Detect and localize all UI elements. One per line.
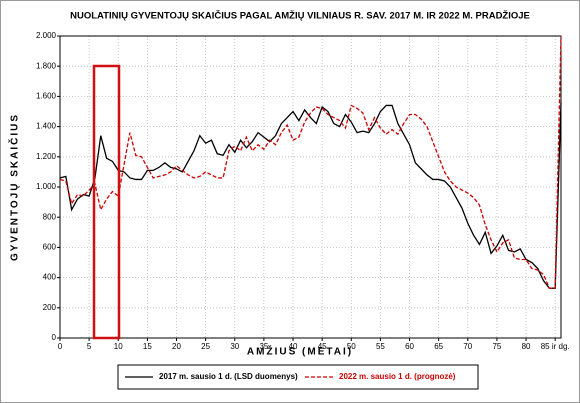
y-tick-label: 200 — [43, 303, 57, 312]
y-tick-label: 2.000 — [36, 31, 57, 40]
x-tick-label: 80 — [522, 342, 531, 351]
y-tick-label: 1.400 — [36, 122, 57, 131]
x-tick-label: 45 — [318, 342, 327, 351]
plot: 02004006008001.0001.2001.4001.6001.8002.… — [36, 31, 570, 351]
y-tick-label: 1.200 — [36, 152, 57, 161]
x-tick-label: 10 — [114, 342, 123, 351]
x-tick-label: 40 — [289, 342, 298, 351]
x-tick-label: 85 ir dg. — [541, 342, 570, 351]
x-axis-label: AMŽIUS (METAI) — [247, 345, 353, 358]
x-tick-label: 50 — [347, 342, 356, 351]
y-tick-label: 1.800 — [36, 61, 57, 70]
x-tick-label: 5 — [87, 342, 92, 351]
legend-items: 2017 m. sausio 1 d. (LSD duomenys) 2022 m… — [125, 372, 456, 381]
y-tick-label: 400 — [43, 273, 57, 282]
x-tick-label: 25 — [201, 342, 210, 351]
x-tick-label: 20 — [172, 342, 181, 351]
x-tick-label: 70 — [463, 342, 472, 351]
x-tick-label: 65 — [434, 342, 443, 351]
x-tick-label: 15 — [143, 342, 152, 351]
legend — [117, 364, 479, 390]
x-tick-label: 0 — [58, 342, 63, 351]
y-tick-label: 1.000 — [36, 182, 57, 191]
y-tick-label: 800 — [43, 212, 57, 221]
highlight-box — [92, 64, 121, 340]
legend-label: 2022 m. sausio 1 d. (prognozė) — [339, 372, 456, 381]
y-axis-label: GYVENTOJŲ SKAIČIUS — [8, 113, 21, 261]
plot-area — [59, 35, 562, 339]
x-tick-label: 75 — [492, 342, 501, 351]
legend-label: 2017 m. sausio 1 d. (LSD duomenys) — [159, 372, 298, 381]
series-line — [59, 35, 562, 289]
series-line — [59, 102, 562, 289]
x-tick-label: 35 — [259, 342, 268, 351]
y-tick-label: 0 — [52, 333, 57, 342]
x-tick-label: 55 — [376, 342, 385, 351]
y-tick-label: 1.600 — [36, 92, 57, 101]
y-tick-label: 600 — [43, 243, 57, 252]
x-tick-label: 60 — [405, 342, 414, 351]
chart-title: NUOLATINIŲ GYVENTOJŲ SKAIČIUS PAGAL AMŽI… — [70, 10, 530, 22]
x-tick-label: 30 — [230, 342, 239, 351]
